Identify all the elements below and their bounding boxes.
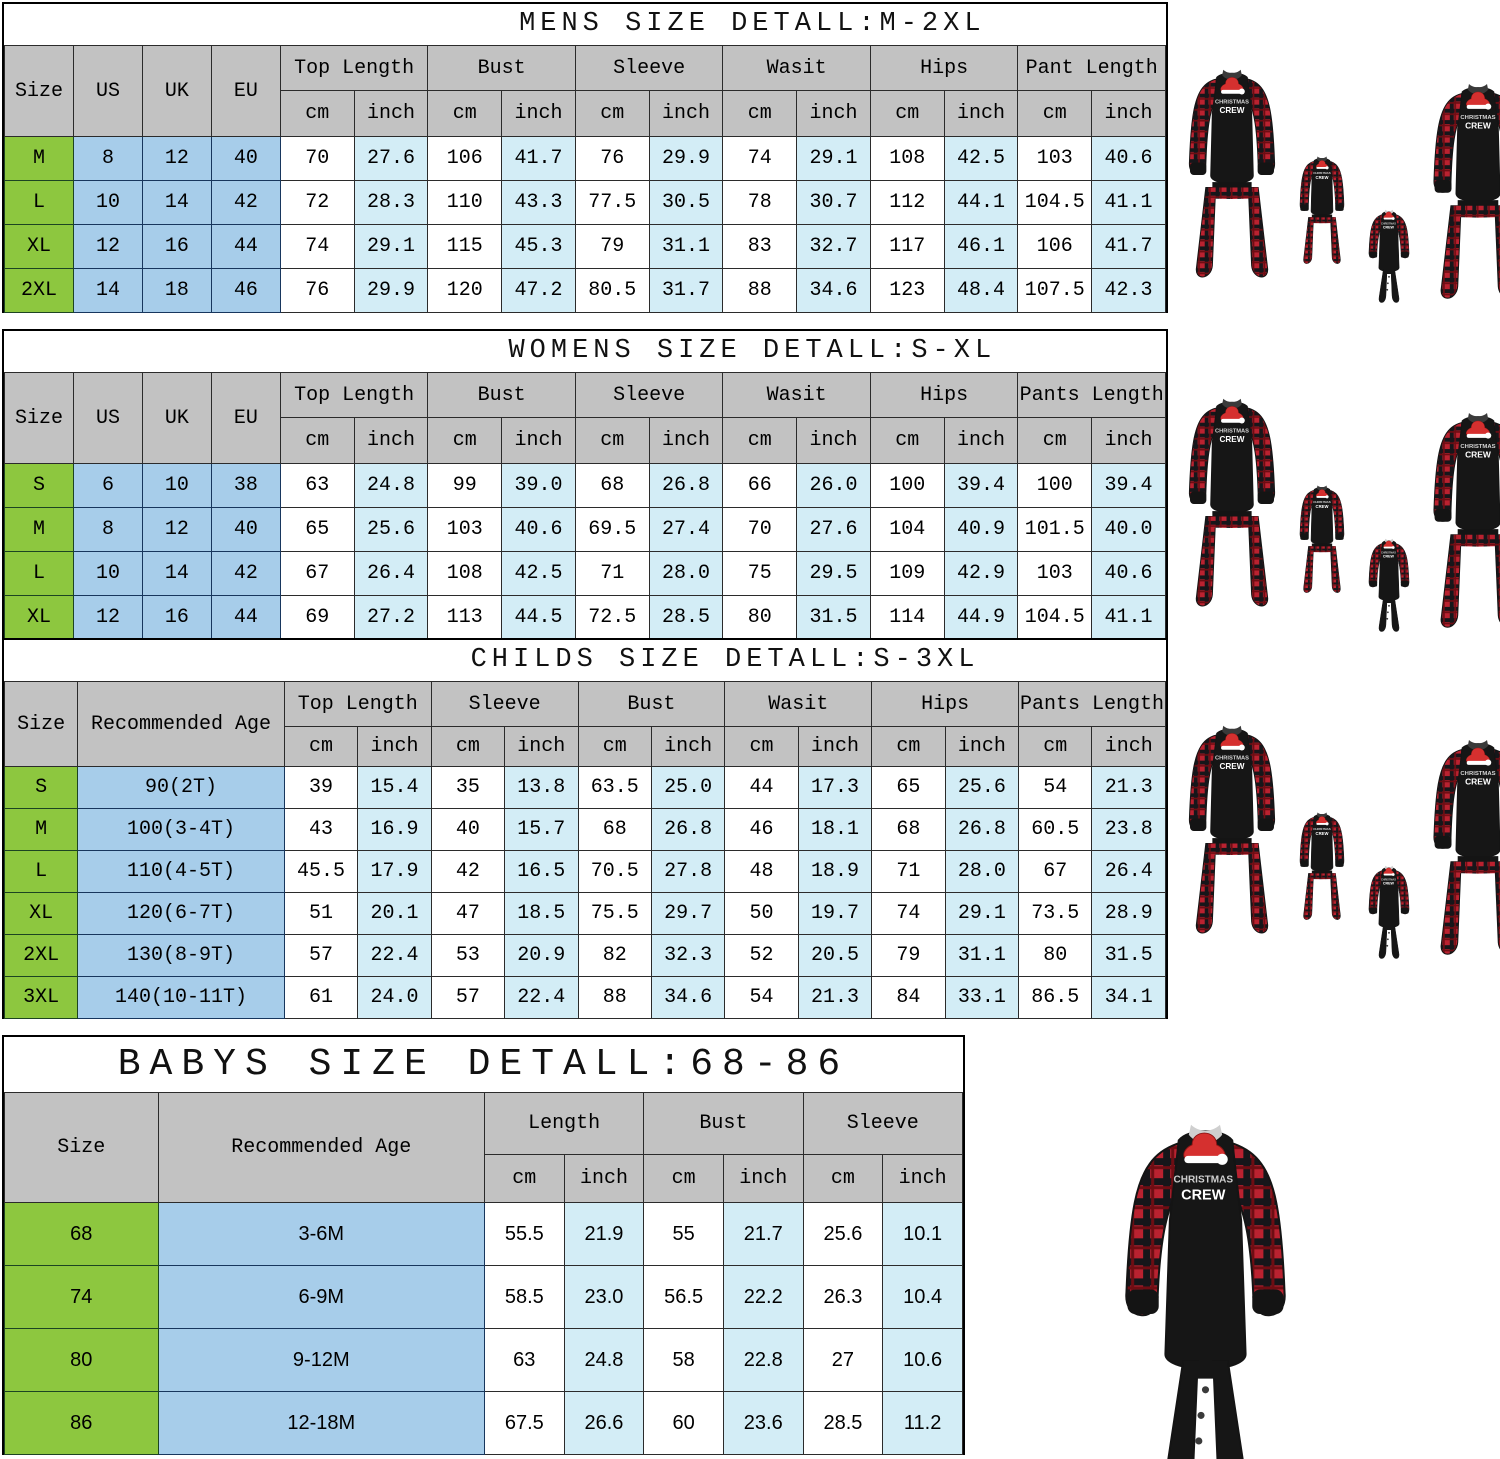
svg-text:CHRISTMAS: CHRISTMAS — [1215, 100, 1249, 106]
svg-text:CREW: CREW — [1465, 121, 1491, 131]
svg-text:CREW: CREW — [1383, 555, 1395, 559]
svg-text:CREW: CREW — [1465, 450, 1491, 460]
svg-text:CHRISTMAS: CHRISTMAS — [1313, 171, 1331, 175]
svg-text:CHRISTMAS: CHRISTMAS — [1313, 500, 1331, 504]
svg-text:CREW: CREW — [1316, 504, 1329, 509]
svg-text:CREW: CREW — [1220, 762, 1245, 771]
svg-text:CHRISTMAS: CHRISTMAS — [1173, 1175, 1233, 1186]
svg-text:CREW: CREW — [1383, 882, 1395, 886]
svg-text:CHRISTMAS: CHRISTMAS — [1381, 878, 1396, 881]
svg-text:CREW: CREW — [1383, 226, 1395, 230]
svg-text:CREW: CREW — [1181, 1187, 1226, 1203]
svg-text:CREW: CREW — [1220, 106, 1245, 115]
svg-text:CREW: CREW — [1220, 435, 1245, 444]
svg-text:CHRISTMAS: CHRISTMAS — [1313, 827, 1331, 831]
svg-text:CHRISTMAS: CHRISTMAS — [1215, 756, 1249, 762]
svg-text:CREW: CREW — [1316, 831, 1329, 836]
svg-text:CHRISTMAS: CHRISTMAS — [1381, 222, 1396, 225]
svg-text:CHRISTMAS: CHRISTMAS — [1381, 551, 1396, 554]
svg-text:CREW: CREW — [1465, 777, 1491, 787]
svg-text:CHRISTMAS: CHRISTMAS — [1215, 429, 1249, 435]
svg-text:CREW: CREW — [1316, 175, 1329, 180]
